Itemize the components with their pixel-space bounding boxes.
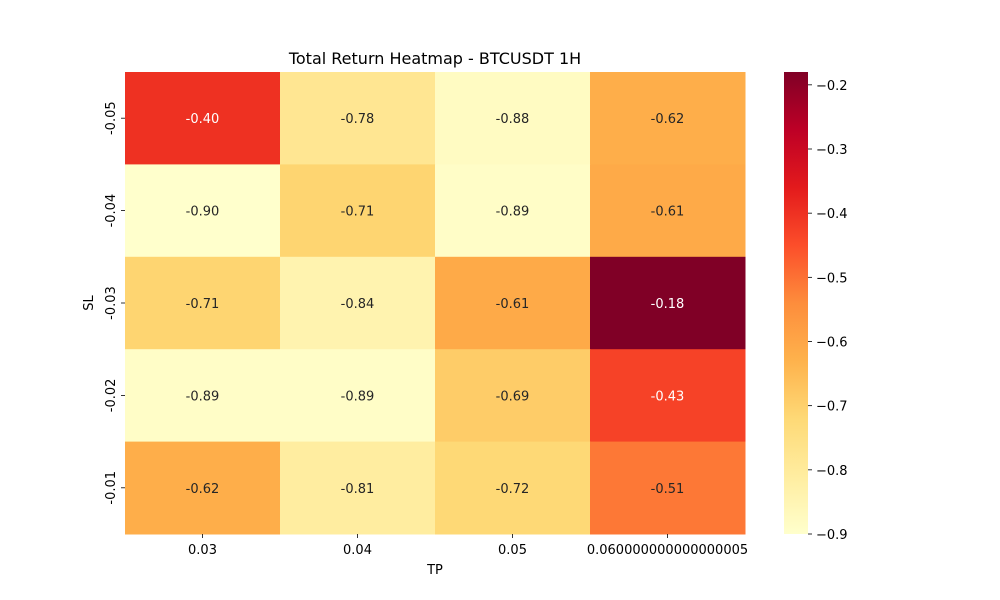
colorbar-tick-label: −0.8: [816, 464, 848, 479]
x-axis-label: TP: [426, 563, 443, 578]
cell-value-label: -0.18: [651, 297, 685, 312]
heatmap-cell: [280, 441, 436, 535]
x-tick-label: 0.060000000000000005: [587, 543, 748, 558]
cell-value-label: -0.71: [186, 297, 220, 312]
heatmap-cell: [590, 441, 746, 535]
cell-value-label: -0.84: [341, 297, 375, 312]
heatmap-cell: [590, 349, 746, 443]
colorbar-ticks: −0.2 −0.3 −0.4 −0.5 −0.6 −0.7 −0.8 −0.9: [808, 79, 848, 543]
x-axis-ticks: 0.03 0.04 0.05 0.060000000000000005: [188, 534, 748, 558]
heatmap-cell: [280, 72, 436, 165]
y-tick-label: -0.05: [104, 101, 119, 135]
heatmap-cell: [125, 164, 281, 258]
x-tick-label: 0.04: [343, 543, 372, 558]
y-tick-label: -0.04: [104, 194, 119, 228]
heatmap-cell: [590, 72, 746, 165]
cell-value-label: -0.72: [496, 482, 530, 497]
heatmap-cell: [590, 164, 746, 258]
cell-value-label: -0.89: [186, 389, 220, 404]
colorbar-tick-label: −0.7: [816, 400, 848, 415]
cell-value-label: -0.40: [186, 112, 220, 127]
colorbar-tick-label: −0.2: [816, 79, 848, 94]
colorbar-tick-label: −0.3: [816, 143, 848, 158]
cell-value-label: -0.71: [341, 205, 375, 220]
cell-value-label: -0.62: [651, 112, 685, 127]
colorbar-tick-label: −0.5: [816, 271, 848, 286]
y-axis-ticks: -0.05 -0.04 -0.03 -0.02 -0.01: [104, 101, 125, 505]
cell-value-label: -0.61: [651, 205, 685, 220]
y-tick-label: -0.03: [104, 286, 119, 320]
cell-value-label: -0.78: [341, 112, 375, 127]
colorbar: [784, 72, 808, 534]
cell-value-label: -0.51: [651, 482, 685, 497]
colorbar-tick-label: −0.4: [816, 207, 848, 222]
y-tick-label: -0.01: [104, 471, 119, 505]
heatmap-cell: [435, 72, 591, 165]
colorbar-tick-label: −0.9: [816, 528, 848, 543]
heatmap-cell: [125, 441, 281, 535]
cell-value-label: -0.90: [186, 205, 220, 220]
cell-value-label: -0.61: [496, 297, 530, 312]
cell-value-label: -0.89: [341, 389, 375, 404]
x-tick-label: 0.05: [498, 543, 527, 558]
heatmap-cell: [280, 349, 436, 443]
heatmap-cell: [435, 256, 591, 350]
heatmap-cell: [280, 164, 436, 258]
cell-value-label: -0.62: [186, 482, 220, 497]
heatmap-cell: [435, 441, 591, 535]
heatmap-cells: [125, 72, 746, 535]
heatmap-cell: [125, 256, 281, 350]
y-axis-label: SL: [82, 294, 97, 310]
heatmap-cell: [125, 349, 281, 443]
cell-value-label: -0.69: [496, 389, 530, 404]
y-tick-label: -0.02: [104, 379, 119, 413]
heatmap-cell-labels: -0.40 -0.78 -0.88 -0.62 -0.90 -0.71 -0.89 -0.61…: [186, 112, 685, 497]
colorbar-tick-label: −0.6: [816, 336, 848, 351]
heatmap-cell: [280, 256, 436, 350]
cell-value-label: -0.81: [341, 482, 375, 497]
heatmap-cell: [590, 256, 746, 350]
x-tick-label: 0.03: [188, 543, 217, 558]
heatmap-cell: [435, 164, 591, 258]
cell-value-label: -0.43: [651, 389, 685, 404]
heatmap-cell: [435, 349, 591, 443]
heatmap-cell: [125, 72, 281, 165]
cell-value-label: -0.89: [496, 205, 530, 220]
cell-value-label: -0.88: [496, 112, 530, 127]
chart-title: Total Return Heatmap - BTCUSDT 1H: [288, 49, 581, 68]
